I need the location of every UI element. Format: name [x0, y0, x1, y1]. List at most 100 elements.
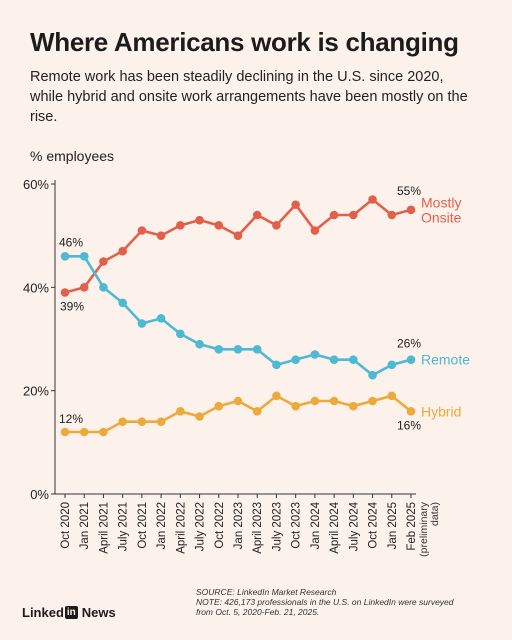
data-point [137, 417, 147, 426]
data-point [368, 370, 377, 380]
x-tick-label: Oct 2023 [291, 502, 303, 549]
data-point [79, 427, 89, 437]
y-tick-label: 20% [23, 384, 49, 399]
x-tick-label: Jan 2024 [310, 501, 322, 549]
data-point [118, 246, 127, 256]
data-point [99, 283, 108, 292]
data-point [310, 226, 320, 235]
data-point [329, 210, 339, 220]
source-note: SOURCE: LinkedIn Market Research NOTE: 4… [196, 587, 496, 617]
data-point [406, 407, 416, 416]
data-point [156, 314, 166, 323]
series-name-label: Remote [421, 352, 470, 368]
x-tick-label: July 2021 [118, 502, 130, 551]
x-tick-label: Jan 2021 [79, 502, 91, 549]
data-point [310, 396, 320, 406]
data-point [195, 412, 204, 421]
series-end-label: 26% [397, 337, 421, 351]
data-point [272, 391, 281, 401]
data-point [195, 215, 204, 225]
series-start-label: 46% [59, 235, 83, 249]
x-tick-label: April 2024 [329, 501, 341, 553]
data-point [99, 427, 108, 437]
series-name-label: Mostly [421, 194, 461, 210]
x-tick-label: Jan 2023 [233, 502, 245, 549]
data-point [137, 319, 147, 328]
data-point [156, 231, 166, 240]
note-line-1: NOTE: 426,173 professionals in the U.S. … [196, 597, 454, 607]
data-point [291, 401, 300, 411]
data-point [118, 417, 127, 426]
data-point [329, 355, 339, 364]
data-point [214, 401, 224, 411]
y-tick-label: 40% [23, 280, 49, 295]
x-tick-label: Oct 2021 [137, 502, 149, 549]
data-point [329, 396, 339, 406]
x-tick-label: April 2021 [98, 502, 110, 554]
data-point [368, 195, 377, 204]
series-end-label: 16% [397, 418, 421, 432]
data-point [272, 360, 281, 370]
series-name-label: Hybrid [421, 403, 461, 419]
data-point [291, 200, 300, 209]
data-point [118, 298, 127, 308]
x-tick-label: Feb 2025 [406, 502, 418, 551]
data-point [310, 350, 320, 359]
logo-in-box: in [64, 605, 78, 619]
x-tick-label: July 2023 [271, 502, 283, 551]
data-point [252, 407, 262, 416]
data-point [272, 221, 281, 230]
y-tick-label: 60% [23, 177, 49, 192]
data-point [60, 252, 70, 261]
data-point [406, 205, 416, 215]
data-point [79, 252, 89, 261]
chart-subtitle: Remote work has been steadily declining … [30, 69, 468, 125]
series-line [65, 255, 412, 377]
note-line-2: from Oct. 5, 2020-Feb. 21, 2025. [196, 607, 320, 617]
x-tick-label: April 2022 [175, 502, 187, 554]
series-end-label: 55% [397, 184, 421, 198]
data-point [233, 345, 243, 354]
data-point [368, 396, 377, 406]
data-point [387, 210, 397, 220]
data-point [349, 401, 358, 411]
x-tick-label: Jan 2022 [156, 502, 168, 549]
data-point [252, 345, 262, 354]
logo-text-linked: Linked [22, 604, 64, 620]
y-tick-label: 0% [30, 487, 49, 502]
data-point [176, 329, 185, 339]
linkedin-news-logo: Linked in News [22, 604, 116, 620]
data-point [214, 345, 224, 354]
x-tick-label: April 2023 [252, 502, 264, 554]
data-point [291, 355, 300, 364]
series-start-label: 12% [59, 412, 83, 426]
x-tick-label: Oct 2024 [368, 501, 380, 548]
x-tick-label: Jan 2025 [387, 502, 399, 549]
x-tick-label: Oct 2022 [214, 502, 226, 549]
data-point [387, 360, 397, 370]
data-point [60, 427, 70, 437]
data-point [156, 417, 166, 426]
chart-title: Where Americans work is changing [30, 27, 459, 57]
data-point [79, 283, 89, 292]
x-tick-label: July 2022 [195, 502, 207, 551]
data-point [176, 221, 185, 230]
source-line: SOURCE: LinkedIn Market Research [196, 587, 337, 597]
data-point [176, 407, 185, 416]
data-point [137, 226, 147, 235]
data-point [406, 355, 416, 364]
series-start-label: 39% [60, 300, 84, 314]
data-point [214, 221, 224, 230]
x-tick-label: Oct 2020 [60, 502, 72, 549]
series-line [64, 198, 412, 294]
x-tick-label: July 2024 [348, 501, 360, 551]
logo-text-news: News [81, 604, 116, 620]
data-point [349, 210, 358, 220]
y-axis-unit-label: % employees [30, 148, 115, 164]
x-tick-note: (preliminary [418, 501, 430, 557]
data-point [252, 210, 262, 220]
data-point [60, 288, 70, 297]
data-point [349, 355, 358, 364]
data-point [233, 231, 243, 240]
